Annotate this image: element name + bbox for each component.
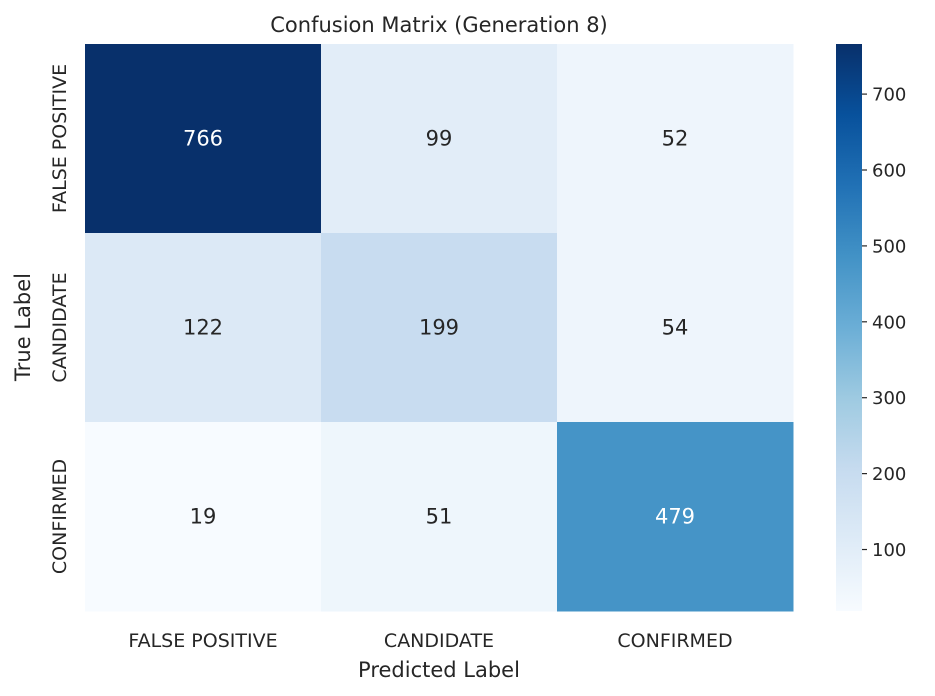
heatmap-cell (557, 233, 794, 423)
colorbar-tick-label: 100 (872, 540, 906, 561)
colorbar-tick-label: 300 (872, 388, 906, 409)
cell-value-label: 19 (190, 505, 217, 529)
x-tick-label: FALSE POSITIVE (128, 630, 277, 652)
heatmap-cell (557, 44, 794, 234)
heatmap-cell (321, 422, 558, 612)
y-axis-label: True Label (11, 273, 35, 382)
cell-value-label: 99 (426, 127, 453, 151)
y-tick-label: CANDIDATE (49, 272, 71, 382)
colorbar-tick-label: 500 (872, 236, 906, 257)
x-axis-tick-labels: FALSE POSITIVE CANDIDATE CONFIRMED (128, 630, 732, 652)
chart-title: Confusion Matrix (Generation 8) (270, 13, 608, 37)
heatmap-cell (321, 233, 558, 423)
cell-value-label: 54 (662, 316, 689, 340)
y-tick-label: CONFIRMED (49, 459, 71, 574)
cell-value-label: 122 (183, 316, 223, 340)
x-tick-label: CONFIRMED (617, 630, 732, 652)
y-axis-tick-labels: FALSE POSITIVE CANDIDATE CONFIRMED (49, 64, 71, 574)
cell-value-label: 52 (662, 127, 689, 151)
heatmap-cell (85, 44, 322, 234)
colorbar-tick-label: 400 (872, 312, 906, 333)
heatmap-cells (85, 44, 794, 612)
colorbar-tick-label: 600 (872, 161, 906, 182)
cell-value-label: 199 (419, 316, 459, 340)
cell-value-label: 479 (655, 505, 695, 529)
colorbar-tick-label: 700 (872, 85, 906, 106)
heatmap-cell (85, 233, 322, 423)
heatmap-cell-labels: 766 99 52 122 199 54 19 51 479 (183, 127, 695, 529)
colorbar-tick-label: 200 (872, 464, 906, 485)
x-tick-label: CANDIDATE (384, 630, 494, 652)
colorbar (836, 44, 862, 611)
x-axis-label: Predicted Label (358, 658, 520, 682)
heatmap-cell (85, 422, 322, 612)
y-tick-label: FALSE POSITIVE (49, 64, 71, 213)
colorbar-ticks: 100 200 300 400 500 600 700 (862, 85, 906, 561)
cell-value-label: 766 (183, 127, 223, 151)
heatmap-cell (557, 422, 794, 612)
heatmap-cell (321, 44, 558, 234)
cell-value-label: 51 (426, 505, 453, 529)
